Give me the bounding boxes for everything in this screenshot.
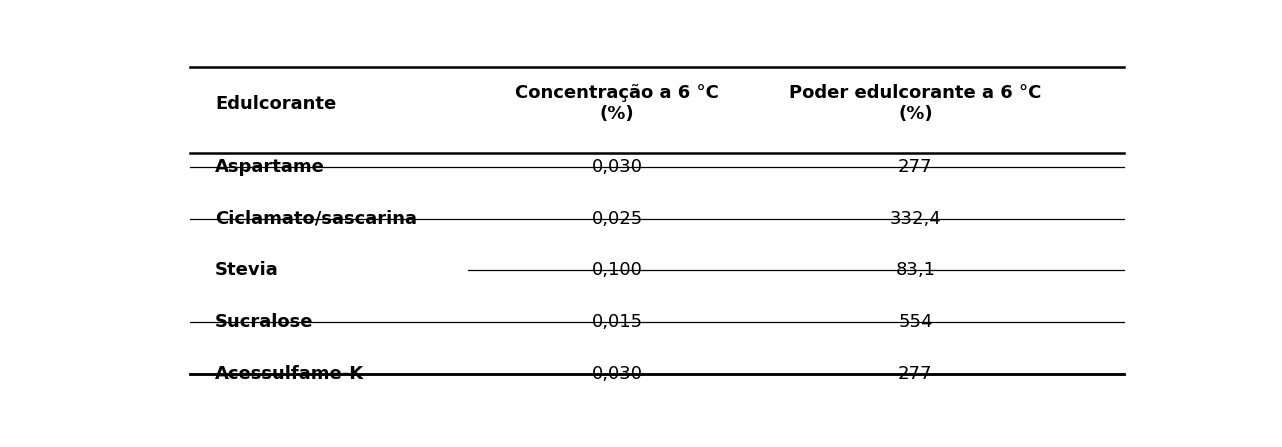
Text: Edulcorante: Edulcorante	[215, 95, 336, 113]
Text: 277: 277	[899, 158, 932, 176]
Text: 277: 277	[899, 365, 932, 383]
Text: 0,025: 0,025	[592, 210, 642, 228]
Text: 0,030: 0,030	[592, 158, 642, 176]
Text: 0,015: 0,015	[592, 313, 642, 331]
Text: Aspartame: Aspartame	[215, 158, 324, 176]
Text: 0,100: 0,100	[592, 261, 642, 279]
Text: 83,1: 83,1	[895, 261, 936, 279]
Text: Ciclamato/sascarina: Ciclamato/sascarina	[215, 210, 417, 228]
Text: Poder edulcorante a 6 °C
(%): Poder edulcorante a 6 °C (%)	[790, 84, 1041, 123]
Text: Stevia: Stevia	[215, 261, 278, 279]
Text: Concentração a 6 °C
(%): Concentração a 6 °C (%)	[515, 84, 719, 123]
Text: Sucralose: Sucralose	[215, 313, 313, 331]
Text: Acessulfame-K: Acessulfame-K	[215, 365, 364, 383]
Text: 554: 554	[899, 313, 932, 331]
Text: 0,030: 0,030	[592, 365, 642, 383]
Text: 332,4: 332,4	[890, 210, 941, 228]
